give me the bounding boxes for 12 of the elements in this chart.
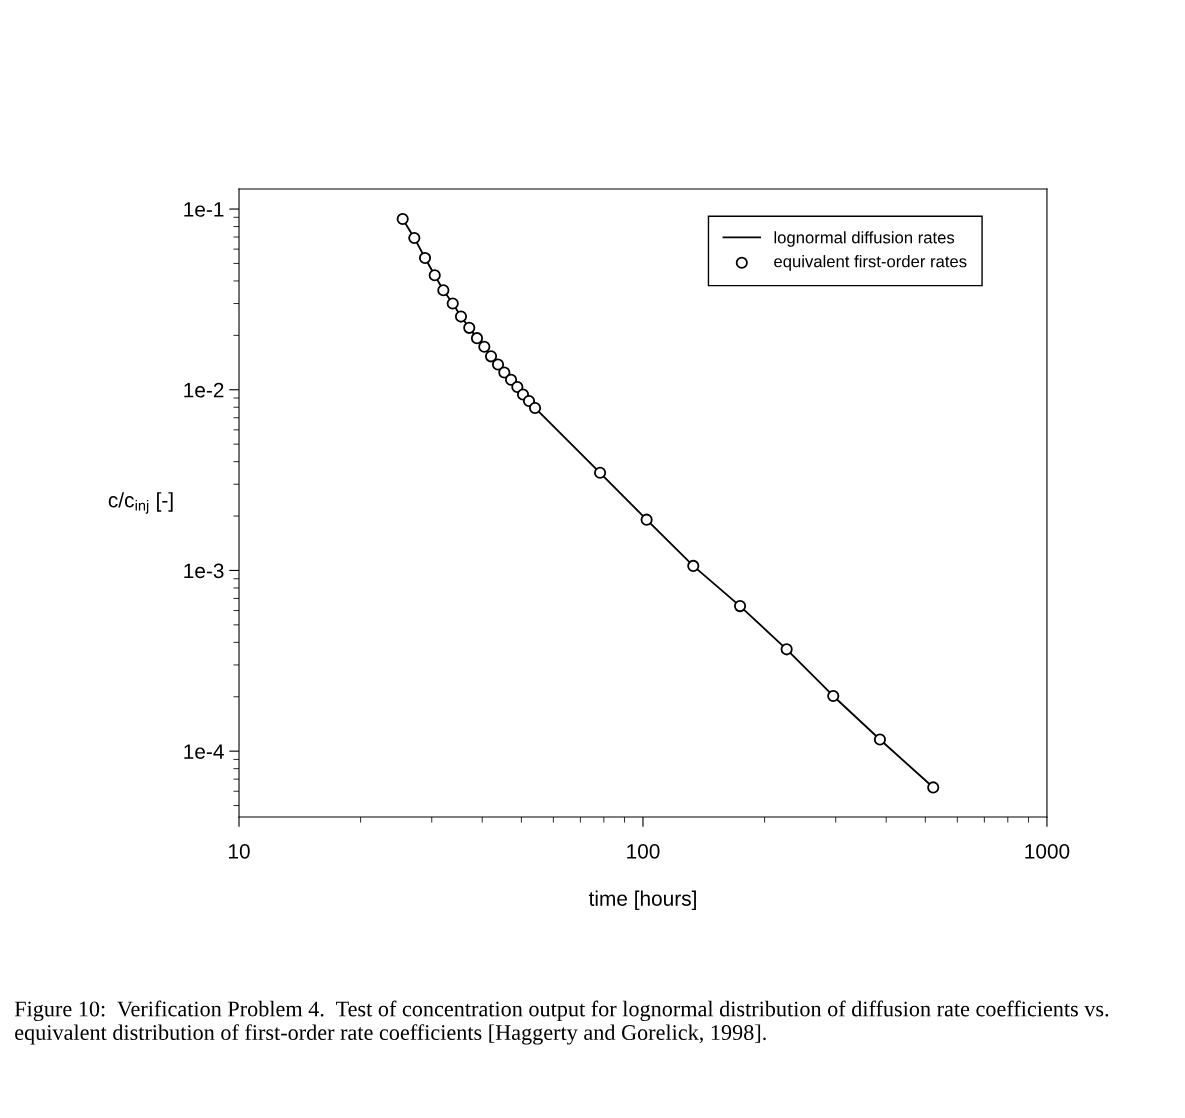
caption: Figure 10: Verification Problem 4. Test of concentration output for lognormal distribution of diffusion rate coefficients vs. equivalent distribution of first-order rate coefficients [Haggerty and Gorelick, 1998]. bbox=[14, 1000, 1109, 1045]
y-tick-label: 1e-4 bbox=[184, 744, 224, 759]
legend-label: lognormal diffusion rates bbox=[774, 231, 955, 247]
x-tick-label: 10 bbox=[229, 843, 250, 859]
y-tick-label: 1e-2 bbox=[184, 382, 224, 398]
y-axis-title: c/c$_{inj}$ [-] bbox=[108, 492, 173, 514]
y-tick-label: 1e-1 bbox=[184, 202, 224, 217]
legend-label: equivalent first-order rates bbox=[774, 255, 967, 271]
x-axis-title: time [hours] bbox=[588, 890, 696, 911]
x-tick-label: 1000 bbox=[1025, 843, 1070, 859]
x-tick-label: 100 bbox=[627, 843, 660, 859]
y-tick-label: 1e-3 bbox=[184, 563, 224, 579]
